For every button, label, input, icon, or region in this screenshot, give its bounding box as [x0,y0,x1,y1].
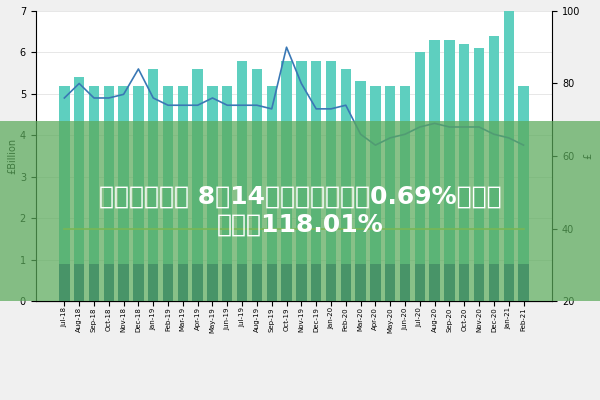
Bar [311,61,322,264]
Bar [281,264,292,301]
Bar [266,264,277,301]
Bar [74,264,85,301]
Y-axis label: £Billion: £Billion [7,138,17,174]
Bar [207,86,218,264]
Bar [415,52,425,264]
Bar [74,77,85,264]
Bar [370,86,380,264]
Bar [370,264,380,301]
Bar [459,264,469,301]
Bar [430,40,440,264]
Bar [104,86,114,264]
Bar [163,86,173,264]
Bar [222,264,232,301]
Bar [489,264,499,301]
Bar [163,264,173,301]
Bar [178,86,188,264]
Bar [503,0,514,264]
Bar [222,86,232,264]
Bar [341,264,351,301]
Bar [237,61,247,264]
Bar [444,40,455,264]
Bar [281,61,292,264]
Bar [355,82,366,264]
Bar [444,264,455,301]
Bar [252,69,262,264]
Bar [118,264,129,301]
Bar [104,264,114,301]
Bar [474,48,484,264]
Bar [311,264,322,301]
Bar [89,86,99,264]
Bar [341,69,351,264]
Y-axis label: £: £ [583,153,593,159]
Bar [148,264,158,301]
Bar [430,264,440,301]
Bar [400,86,410,264]
Bar [474,264,484,301]
Bar [459,44,469,264]
Bar [59,86,70,264]
Text: 股票融资标准 8月14日健友转债下跌0.69%，转股
溢价率118.01%: 股票融资标准 8月14日健友转债下跌0.69%，转股 溢价率118.01% [98,185,502,237]
Bar [133,86,143,264]
Bar [252,264,262,301]
Bar [296,61,307,264]
Bar [503,264,514,301]
Bar [178,264,188,301]
Bar [326,264,336,301]
Bar [266,86,277,264]
Bar [118,86,129,264]
Bar [193,69,203,264]
Bar [89,264,99,301]
Bar [59,264,70,301]
Bar [518,264,529,301]
Bar [385,86,395,264]
Bar [489,36,499,264]
Bar [296,264,307,301]
Bar [400,264,410,301]
Bar [207,264,218,301]
Bar [518,86,529,264]
Bar [193,264,203,301]
Bar [148,69,158,264]
Bar [415,264,425,301]
Bar [326,61,336,264]
Bar [355,264,366,301]
Bar [237,264,247,301]
Bar [385,264,395,301]
Bar [133,264,143,301]
